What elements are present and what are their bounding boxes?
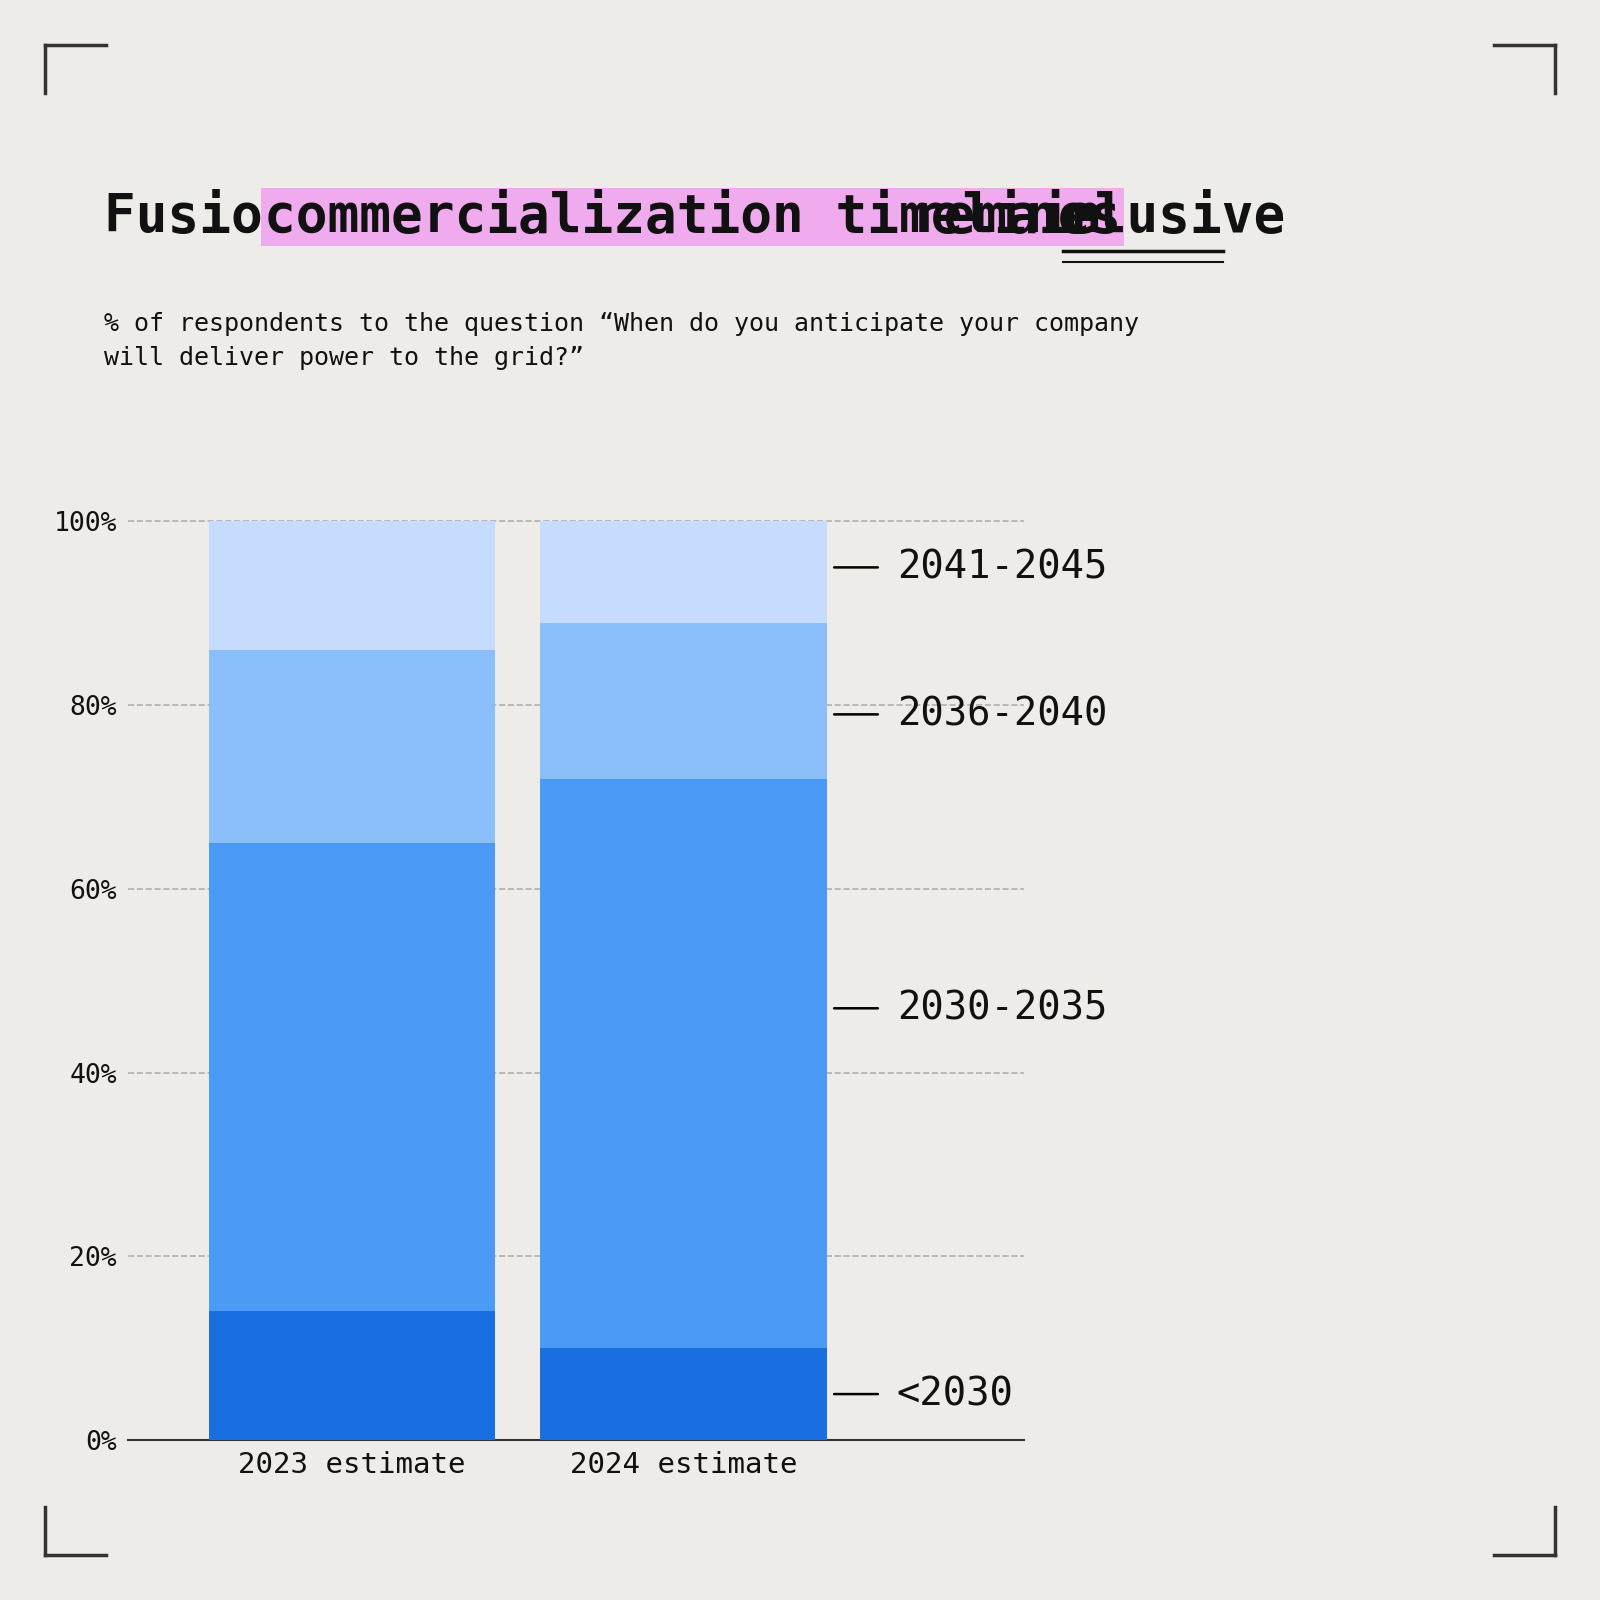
Text: 2041-2045: 2041-2045 <box>896 549 1107 587</box>
Text: commercialization timelines: commercialization timelines <box>264 190 1122 243</box>
Text: remain: remain <box>880 190 1134 243</box>
Text: elusive: elusive <box>1062 190 1285 243</box>
Text: 2036-2040: 2036-2040 <box>896 696 1107 733</box>
Bar <box>208 843 496 1312</box>
Bar <box>541 522 827 622</box>
Bar <box>208 522 496 650</box>
Bar <box>208 1312 496 1440</box>
Bar <box>208 650 496 843</box>
Text: Fusion: Fusion <box>104 190 326 243</box>
Text: % of respondents to the question “When do you anticipate your company
will deliv: % of respondents to the question “When d… <box>104 312 1139 370</box>
Bar <box>541 622 827 779</box>
Bar <box>541 779 827 1349</box>
Text: 2030-2035: 2030-2035 <box>896 989 1107 1027</box>
Bar <box>541 1349 827 1440</box>
Text: <2030: <2030 <box>896 1374 1013 1413</box>
